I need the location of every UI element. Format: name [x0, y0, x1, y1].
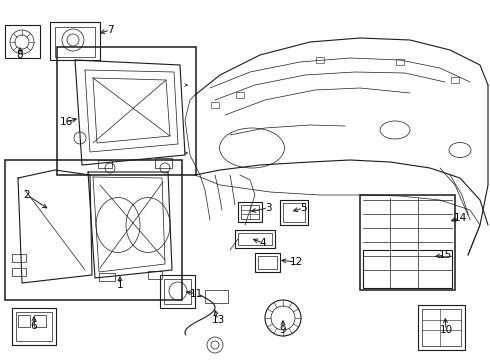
Bar — [451, 77, 459, 83]
Bar — [258, 256, 277, 269]
Text: 3: 3 — [265, 203, 271, 213]
Bar — [99, 273, 115, 281]
Text: 15: 15 — [439, 250, 452, 260]
Bar — [50, 22, 100, 60]
Bar — [316, 57, 324, 63]
Bar — [12, 308, 56, 345]
Text: 11: 11 — [189, 289, 203, 299]
Text: 5: 5 — [300, 203, 306, 213]
Text: 16: 16 — [59, 117, 73, 127]
Text: 2: 2 — [24, 190, 30, 200]
Bar — [155, 158, 172, 168]
Bar — [418, 305, 465, 350]
Bar — [16, 312, 52, 341]
Bar — [34, 315, 46, 327]
Bar — [280, 200, 308, 225]
Text: 14: 14 — [453, 213, 466, 223]
Bar — [235, 230, 275, 248]
Text: 9: 9 — [280, 325, 286, 335]
Text: 7: 7 — [107, 25, 113, 35]
Bar — [12, 254, 26, 262]
Bar — [160, 275, 195, 308]
Bar — [255, 253, 280, 272]
Bar — [238, 202, 262, 222]
Bar — [18, 315, 30, 327]
Bar — [422, 309, 461, 346]
Bar — [164, 279, 191, 304]
Text: 1: 1 — [117, 280, 123, 290]
Bar — [211, 102, 219, 108]
Bar — [5, 160, 182, 300]
Text: 8: 8 — [17, 50, 24, 60]
Bar — [238, 233, 272, 245]
Bar — [148, 271, 162, 279]
Bar — [236, 92, 244, 98]
Text: 6: 6 — [31, 321, 37, 331]
Bar — [283, 203, 305, 222]
Bar — [205, 290, 228, 303]
Bar — [363, 250, 452, 288]
Bar — [5, 25, 40, 58]
Bar — [57, 47, 196, 175]
Text: 12: 12 — [290, 257, 303, 267]
Text: 13: 13 — [211, 315, 224, 325]
Bar — [360, 195, 455, 290]
Text: 4: 4 — [260, 238, 266, 248]
Text: 10: 10 — [440, 325, 453, 335]
Bar — [12, 268, 26, 276]
Bar — [396, 59, 404, 65]
Bar — [241, 205, 259, 219]
Bar — [55, 27, 95, 57]
Bar — [98, 160, 112, 168]
